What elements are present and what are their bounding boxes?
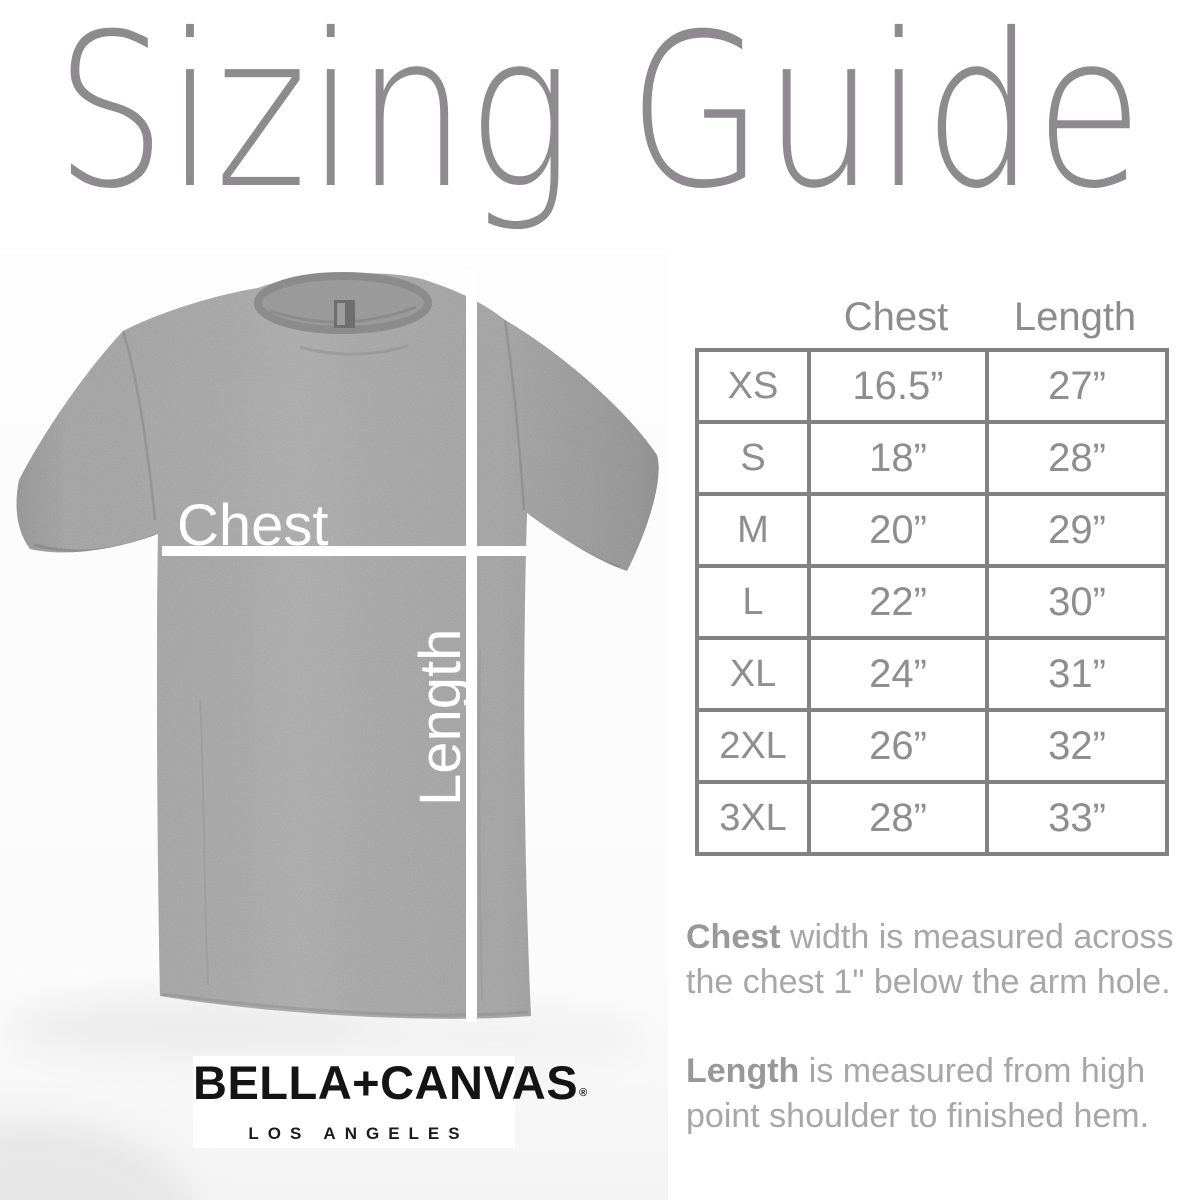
chest-note-term: Chest xyxy=(686,918,781,956)
shirt-ground-shadow-right xyxy=(345,1010,645,1066)
registered-trademark-symbol: ® xyxy=(579,1087,588,1099)
chest-note-text: width is measured across the chest 1" be… xyxy=(686,918,1174,1001)
header-length: Length xyxy=(1013,295,1137,339)
table-row: XL 24” 31” xyxy=(695,636,1169,712)
length-cell: 31” xyxy=(985,636,1169,712)
size-cell: XL xyxy=(695,636,811,712)
length-cell: 32” xyxy=(985,708,1169,784)
chest-cell: 16.5” xyxy=(807,348,989,424)
tshirt-measurement-diagram: Chest Length xyxy=(0,253,668,1200)
length-note-text: is measured from high point shoulder to … xyxy=(686,1052,1150,1135)
table-row: 2XL 26” 32” xyxy=(695,708,1169,784)
size-cell: 2XL xyxy=(695,708,811,784)
size-table-grid: XS 16.5” 27” S 18” 28” M 20” 29” L 22” xyxy=(695,348,1169,856)
chest-measure-line xyxy=(162,546,527,556)
chest-cell: 22” xyxy=(807,564,989,640)
header-chest: Chest xyxy=(843,295,949,339)
tshirt-svg: Chest Length xyxy=(0,253,668,1200)
brand-wordmark: BELLA+CANVAS xyxy=(193,1056,579,1109)
size-cell: S xyxy=(695,420,811,496)
length-cell: 29” xyxy=(985,492,1169,568)
size-table: XS 16.5” 27” S 18” 28” M 20” 29” L 22” xyxy=(695,348,1169,856)
brand-tagline: LOS ANGELES xyxy=(248,1124,469,1143)
size-table-header: Chest Length xyxy=(695,295,1165,339)
length-line-label: Length xyxy=(408,629,473,806)
corner-shadow xyxy=(0,1120,196,1200)
header-size-spacer xyxy=(695,295,807,339)
table-row: XS 16.5” 27” xyxy=(695,348,1169,424)
measurement-notes: Chest width is measured across the chest… xyxy=(686,915,1200,1139)
size-cell: 3XL xyxy=(695,780,811,856)
table-row: 3XL 28” 33” xyxy=(695,780,1169,856)
neck-tag-print xyxy=(337,303,345,325)
chest-cell: 20” xyxy=(807,492,989,568)
length-cell: 33” xyxy=(985,780,1169,856)
chest-cell: 26” xyxy=(807,708,989,784)
brand-logo: BELLA+CANVAS® LOS ANGELES xyxy=(193,1056,587,1148)
page-title: Sizing Guide xyxy=(0,0,1200,272)
length-cell: 30” xyxy=(985,564,1169,640)
table-row: S 18” 28” xyxy=(695,420,1169,496)
title-svg: Sizing Guide xyxy=(55,0,1143,235)
table-row: L 22” 30” xyxy=(695,564,1169,640)
length-cell: 27” xyxy=(985,348,1169,424)
length-measure-line xyxy=(466,270,477,1022)
chest-cell: 28” xyxy=(807,780,989,856)
chest-line-label: Chest xyxy=(177,493,329,558)
size-cell: L xyxy=(695,564,811,640)
length-note: Length is measured from high point shoul… xyxy=(686,1049,1200,1139)
chest-cell: 24” xyxy=(807,636,989,712)
length-note-term: Length xyxy=(686,1052,800,1090)
length-cell: 28” xyxy=(985,420,1169,496)
chest-cell: 18” xyxy=(807,420,989,496)
brand-name: BELLA+CANVAS® xyxy=(193,1056,587,1123)
size-cell: M xyxy=(695,492,811,568)
table-row: M 20” 29” xyxy=(695,492,1169,568)
size-cell: XS xyxy=(695,348,811,424)
page-title-text: Sizing Guide xyxy=(55,0,1143,235)
chest-note: Chest width is measured across the chest… xyxy=(686,915,1200,1005)
